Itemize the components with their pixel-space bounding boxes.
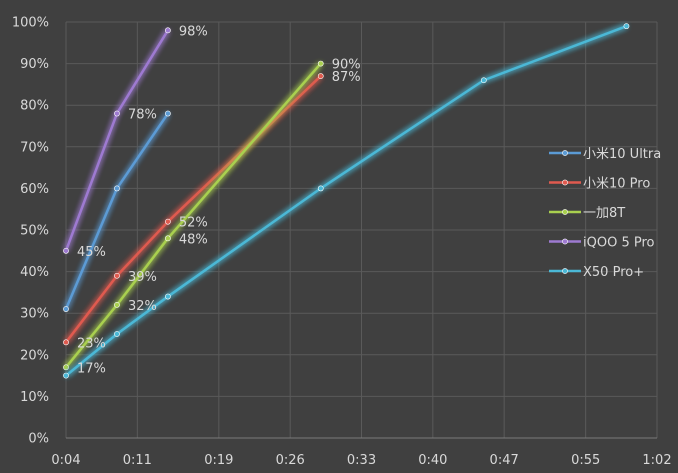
data-point bbox=[63, 306, 69, 312]
series-10-pro bbox=[63, 73, 324, 346]
data-label: 90% bbox=[332, 58, 361, 73]
legend-label: 一加8T bbox=[583, 206, 625, 221]
data-point bbox=[114, 301, 120, 308]
series-10-ultra bbox=[63, 110, 171, 312]
data-point bbox=[164, 110, 171, 117]
data-point bbox=[114, 331, 120, 337]
legend-entry: iQOO 5 Pro bbox=[549, 236, 655, 251]
data-point bbox=[164, 293, 171, 300]
legend-label: X50 Pro+ bbox=[583, 265, 644, 280]
legend-entry: 小米10 Pro bbox=[549, 177, 650, 192]
gridlines bbox=[65, 21, 658, 439]
legend-entry: 小米10 Ultra bbox=[549, 147, 661, 162]
data-label: 52% bbox=[179, 216, 208, 231]
y-axis-tick-labels: 0% 10% 20% 30% 40% 50% 60% 70% 80% 90% 100% bbox=[12, 16, 49, 447]
data-point bbox=[114, 185, 120, 192]
legend-swatch-marker bbox=[562, 209, 568, 215]
x-tick-label: 1:02 bbox=[642, 453, 671, 468]
series-line bbox=[65, 24, 627, 377]
y-tick-label: 60% bbox=[20, 182, 49, 197]
series-lines bbox=[63, 23, 630, 379]
data-point bbox=[164, 27, 171, 34]
data-point bbox=[317, 60, 324, 67]
x-tick-label: 0:55 bbox=[571, 453, 600, 468]
data-label: 32% bbox=[128, 299, 157, 314]
data-point bbox=[114, 272, 120, 279]
data-label: 39% bbox=[128, 270, 157, 285]
series-x50-pro bbox=[63, 23, 630, 379]
data-label: 78% bbox=[128, 108, 157, 123]
y-tick-label: 100% bbox=[12, 16, 49, 31]
series-iqoo-5-pro bbox=[63, 27, 171, 254]
legend-swatch-marker bbox=[562, 238, 568, 245]
data-point bbox=[63, 339, 69, 346]
x-axis-tick-labels: 0:04 0:11 0:19 0:26 0:33 0:40 0:47 0:55 1:02 bbox=[51, 453, 671, 468]
data-point bbox=[63, 364, 69, 371]
y-tick-label: 80% bbox=[20, 99, 49, 114]
x-tick-label: 0:33 bbox=[347, 453, 376, 468]
y-tick-label: 0% bbox=[28, 432, 49, 447]
x-tick-label: 0:40 bbox=[418, 453, 447, 468]
y-tick-label: 30% bbox=[20, 307, 49, 322]
data-label: 87% bbox=[332, 70, 361, 85]
data-label: 17% bbox=[77, 361, 106, 376]
legend-label: 小米10 Ultra bbox=[583, 147, 661, 162]
data-point bbox=[623, 23, 630, 30]
legend-swatch-marker bbox=[562, 150, 568, 156]
legend-label: iQOO 5 Pro bbox=[583, 236, 655, 251]
data-point bbox=[114, 110, 120, 117]
legend-entry: X50 Pro+ bbox=[549, 265, 644, 280]
data-label: 23% bbox=[77, 336, 106, 351]
data-label: 48% bbox=[179, 232, 208, 247]
data-point bbox=[317, 185, 324, 192]
data-point bbox=[63, 372, 69, 379]
y-tick-label: 90% bbox=[20, 57, 49, 72]
data-label: 45% bbox=[77, 245, 106, 260]
x-tick-label: 0:11 bbox=[123, 453, 152, 468]
data-labels: 23% 39% 52% 87% 17% 32% 48% 90% 45% 78% 98% bbox=[77, 24, 361, 376]
legend-swatch-marker bbox=[562, 268, 568, 274]
x-tick-label: 0:04 bbox=[51, 453, 80, 468]
x-tick-label: 0:26 bbox=[276, 453, 305, 468]
legend-label: 小米10 Pro bbox=[583, 177, 650, 192]
data-point bbox=[63, 247, 69, 254]
x-tick-label: 0:19 bbox=[204, 453, 233, 468]
data-label: 98% bbox=[179, 24, 208, 39]
legend-entry: 一加8T bbox=[549, 206, 625, 221]
legend: 小米10 Ultra 小米10 Pro 一加8T iQOO 5 Pro X50 Pro+ bbox=[549, 147, 661, 280]
y-tick-label: 20% bbox=[20, 348, 49, 363]
data-point bbox=[164, 218, 171, 225]
y-tick-label: 70% bbox=[20, 140, 49, 155]
y-tick-label: 10% bbox=[20, 390, 49, 405]
series-line bbox=[65, 75, 322, 344]
y-tick-label: 50% bbox=[20, 224, 49, 239]
data-point bbox=[317, 73, 324, 79]
legend-swatch-marker bbox=[562, 179, 568, 186]
y-tick-label: 40% bbox=[20, 265, 49, 280]
data-point bbox=[164, 235, 171, 242]
series-line bbox=[65, 62, 322, 369]
series-8t bbox=[63, 60, 324, 371]
x-tick-label: 0:47 bbox=[490, 453, 519, 468]
data-point bbox=[480, 77, 487, 84]
